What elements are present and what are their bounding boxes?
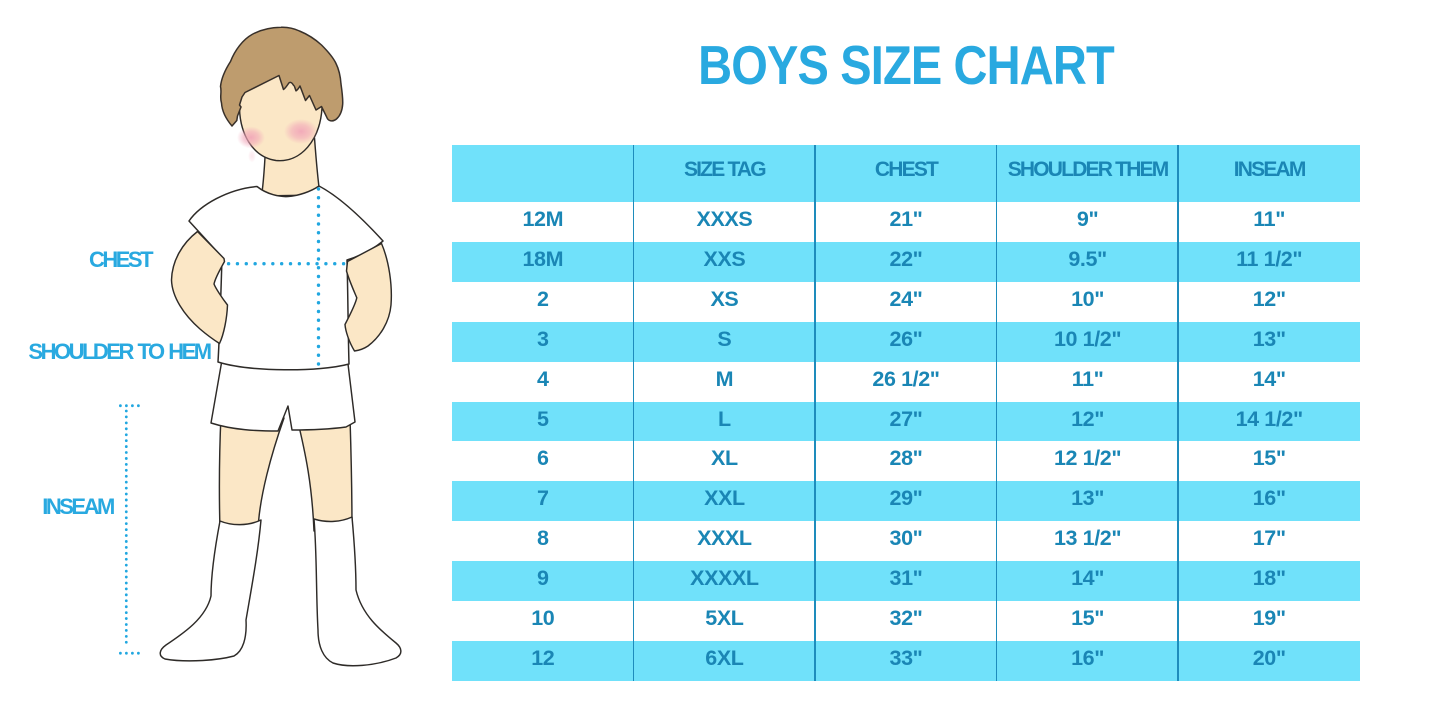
svg-text:INSEAM: INSEAM bbox=[42, 494, 114, 519]
svg-text:SHOULDER TO HEM: SHOULDER TO HEM bbox=[28, 339, 210, 364]
svg-text:CHEST: CHEST bbox=[89, 247, 154, 272]
